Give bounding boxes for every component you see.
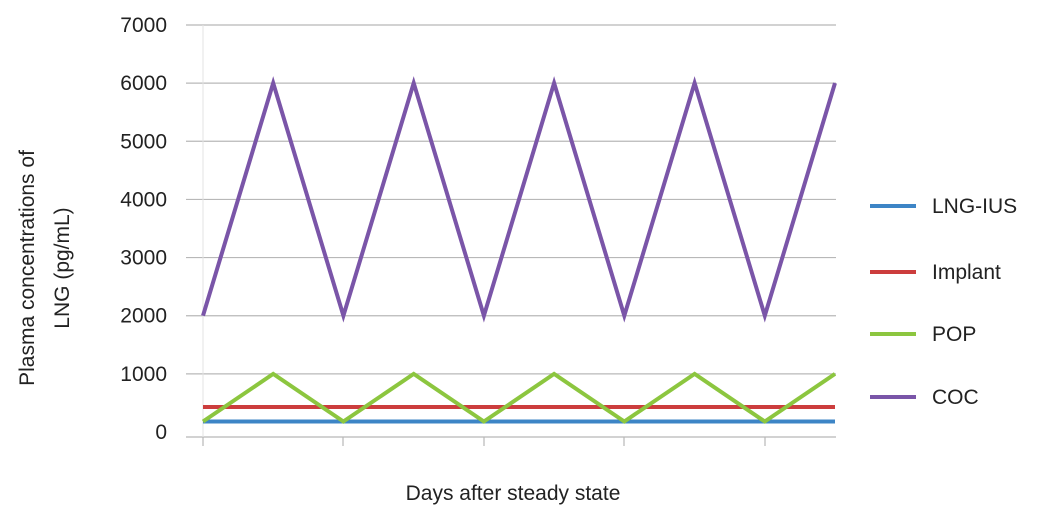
series-line-pop: [201, 371, 837, 424]
y-tick-label: 0: [155, 421, 167, 444]
grid-lines: [186, 24, 836, 375]
y-axis-title: Plasma concentrations of LNG (pg/mL): [16, 150, 74, 386]
series-line-coc: [201, 76, 837, 323]
y-tick-label: 6000: [120, 72, 167, 95]
y-axis-tick-labels: 0 1000 2000 3000 4000 5000 6000 7000: [120, 14, 167, 444]
x-axis-title: Days after steady state: [406, 482, 621, 505]
y-tick-label: 2000: [120, 305, 167, 328]
legend-label-coc: COC: [932, 386, 979, 409]
y-tick-label: 7000: [120, 14, 167, 37]
legend: LNG-IUS Implant POP COC: [870, 195, 1017, 409]
series-lines: [201, 76, 837, 424]
legend-label-implant: Implant: [932, 261, 1001, 284]
y-tick-label: 3000: [120, 247, 167, 270]
y-tick-label: 4000: [120, 188, 167, 211]
legend-label-pop: POP: [932, 323, 976, 346]
y-tick-label: 5000: [120, 130, 167, 153]
x-axis: [186, 25, 836, 446]
y-axis-title-line-1: Plasma concentrations of: [16, 150, 39, 386]
y-axis-title-line-2: LNG (pg/mL): [51, 207, 74, 328]
legend-label-lng-ius: LNG-IUS: [932, 195, 1017, 218]
y-tick-label: 1000: [120, 363, 167, 386]
